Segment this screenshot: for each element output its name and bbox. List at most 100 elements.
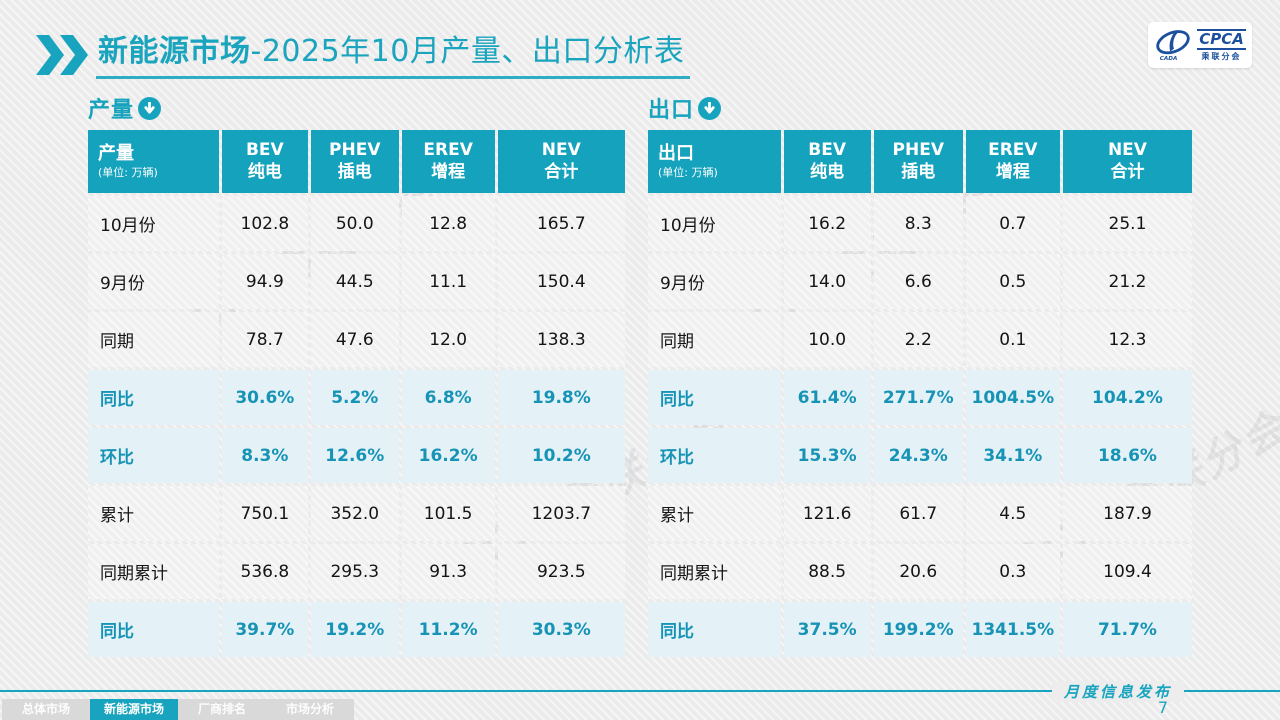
nav-tab-nev-market[interactable]: 新能源市场 (90, 699, 178, 720)
table-row-label: 环比 (88, 428, 219, 483)
cpca-logo-mark-icon: CADA (1156, 30, 1190, 62)
cpca-logo-name: CPCA (1197, 29, 1246, 50)
table-cell-value: 25.1 (1062, 196, 1192, 251)
table-cell-value: 1341.5% (965, 602, 1060, 657)
table-cell-value: 20.6 (873, 544, 963, 599)
table-cell-value: 165.7 (497, 196, 625, 251)
production-table: 产量 (单位: 万辆) BEV 纯电 PHEV 插电 EREV 增程 NEV 合计 10月份 102.… (88, 130, 625, 657)
table-cell-value: 12.6% (310, 428, 399, 483)
column-name: 纯电 (810, 161, 845, 182)
footer-release-label: 月度信息发布 (1051, 681, 1184, 702)
table-cell-value: 11.2% (401, 602, 495, 657)
table-row-label: 同期累计 (648, 544, 781, 599)
table-cell-value: 14.0 (783, 254, 871, 309)
table-cell-value: 0.1 (965, 312, 1060, 367)
table-cell-value: 12.0 (401, 312, 495, 367)
export-section-title: 出口 (648, 98, 695, 123)
table-row-label: 累计 (648, 486, 781, 541)
cpca-logo-subtitle: 乘联分会 (1201, 52, 1242, 61)
table-cell-value: 44.5 (310, 254, 399, 309)
table-cell-value: 271.7% (873, 370, 963, 425)
table-header-cell: PHEV 插电 (873, 130, 963, 193)
table-row-label: 9月份 (648, 254, 781, 309)
table-cell-value: 39.7% (221, 602, 308, 657)
table-cell-value: 47.6 (310, 312, 399, 367)
table-cell-value: 30.6% (221, 370, 308, 425)
column-name: 合计 (1110, 161, 1145, 182)
page-title-rest: -2025年10月产量、出口分析表 (250, 34, 685, 69)
table-header-title: 产量 (98, 143, 134, 165)
footer-divider (0, 690, 1280, 692)
table-cell-value: 50.0 (310, 196, 399, 251)
table-cell-value: 104.2% (1062, 370, 1192, 425)
table-cell-value: 101.5 (401, 486, 495, 541)
table-header-cell: PHEV 插电 (310, 130, 399, 193)
nav-tab-market-analysis[interactable]: 市场分析 (266, 699, 354, 720)
table-cell-value: 109.4 (1062, 544, 1192, 599)
table-cell-value: 61.4% (783, 370, 871, 425)
table-cell-value: 102.8 (221, 196, 308, 251)
table-cell-value: 21.2 (1062, 254, 1192, 309)
table-cell-value: 2.2 (873, 312, 963, 367)
column-code: BEV (808, 140, 847, 161)
table-cell-value: 6.6 (873, 254, 963, 309)
column-code: NEV (541, 140, 581, 161)
column-name: 插电 (901, 161, 936, 182)
cpca-logo: CADA CPCA 乘联分会 (1148, 22, 1252, 68)
table-row-label: 同比 (88, 370, 219, 425)
column-code: BEV (245, 140, 284, 161)
table-cell-value: 295.3 (310, 544, 399, 599)
svg-text:CADA: CADA (1160, 56, 1178, 62)
table-cell-value: 19.8% (497, 370, 625, 425)
production-section-title: 产量 (88, 98, 135, 123)
table-cell-value: 187.9 (1062, 486, 1192, 541)
table-row-label: 9月份 (88, 254, 219, 309)
column-name: 增程 (995, 161, 1030, 182)
table-cell-value: 536.8 (221, 544, 308, 599)
table-cell-value: 34.1% (965, 428, 1060, 483)
table-cell-value: 0.5 (965, 254, 1060, 309)
cpca-logo-text: CPCA 乘联分会 (1197, 29, 1246, 61)
table-header-title: 出口 (658, 143, 694, 165)
table-cell-value: 18.6% (1062, 428, 1192, 483)
table-header-cell: NEV 合计 (1062, 130, 1192, 193)
table-header-cell: EREV 增程 (401, 130, 495, 193)
table-cell-value: 12.8 (401, 196, 495, 251)
table-row-label: 同期 (648, 312, 781, 367)
table-header-label: 产量 (单位: 万辆) (88, 130, 219, 193)
column-code: EREV (988, 140, 1038, 161)
export-table: 出口 (单位: 万辆) BEV 纯电 PHEV 插电 EREV 增程 NEV 合计 10月份 16.2… (648, 130, 1192, 657)
table-cell-value: 750.1 (221, 486, 308, 541)
nav-tab-manufacturer-ranking[interactable]: 厂商排名 (178, 699, 266, 720)
page-number: 7 (1157, 698, 1168, 717)
arrow-down-circle-icon (698, 96, 722, 120)
table-cell-value: 10.0 (783, 312, 871, 367)
table-cell-value: 11.1 (401, 254, 495, 309)
table-header-cell: BEV 纯电 (221, 130, 308, 193)
double-chevron-icon (36, 35, 88, 75)
table-row-label: 同期 (88, 312, 219, 367)
table-cell-value: 8.3 (873, 196, 963, 251)
table-cell-value: 61.7 (873, 486, 963, 541)
table-cell-value: 24.3% (873, 428, 963, 483)
table-cell-value: 16.2% (401, 428, 495, 483)
table-row-label: 同期累计 (88, 544, 219, 599)
table-cell-value: 1004.5% (965, 370, 1060, 425)
table-cell-value: 71.7% (1062, 602, 1192, 657)
table-cell-value: 37.5% (783, 602, 871, 657)
table-row-label: 10月份 (648, 196, 781, 251)
table-cell-value: 91.3 (401, 544, 495, 599)
column-name: 合计 (544, 161, 579, 182)
table-cell-value: 923.5 (497, 544, 625, 599)
table-cell-value: 352.0 (310, 486, 399, 541)
table-cell-value: 0.3 (965, 544, 1060, 599)
nav-tab-overall-market[interactable]: 总体市场 (2, 699, 90, 720)
table-cell-value: 5.2% (310, 370, 399, 425)
table-cell-value: 10.2% (497, 428, 625, 483)
table-row-label: 同比 (648, 602, 781, 657)
table-cell-value: 78.7 (221, 312, 308, 367)
table-cell-value: 12.3 (1062, 312, 1192, 367)
table-row-label: 同比 (88, 602, 219, 657)
table-cell-value: 0.7 (965, 196, 1060, 251)
column-name: 插电 (337, 161, 372, 182)
